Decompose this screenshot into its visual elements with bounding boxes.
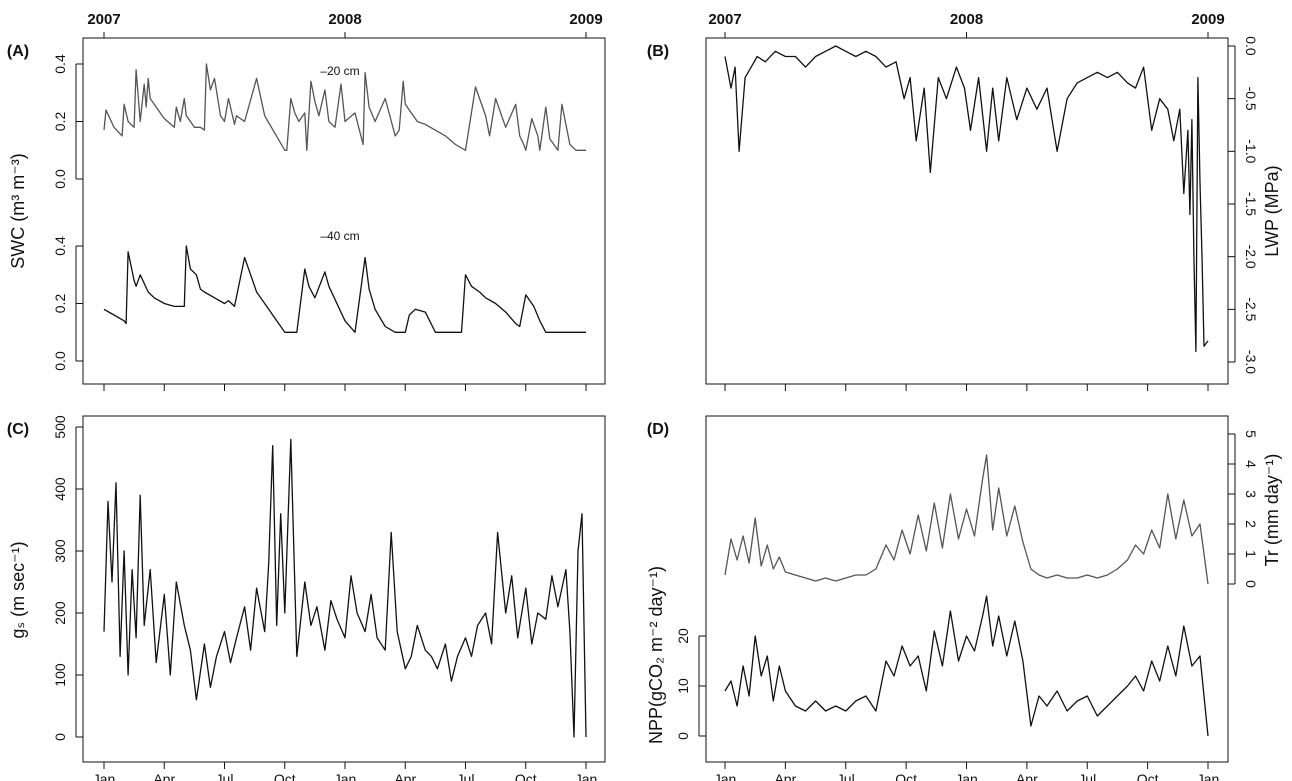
y-tick-label: -2.5 — [1243, 297, 1259, 321]
y-tick-label: -3.0 — [1243, 350, 1259, 374]
npp-line — [724, 595, 1209, 737]
plot-frame — [705, 37, 1229, 385]
y-tick-label: 10 — [675, 678, 691, 694]
x-tick-label: Jan — [1197, 771, 1220, 781]
x-tick-label: Jul — [1078, 771, 1096, 781]
year-label: 2007 — [87, 11, 120, 28]
y-tick-label: 0.0 — [1243, 36, 1259, 56]
x-tick-label: Apr — [153, 771, 175, 781]
y-tick-label: 0.4 — [52, 236, 68, 256]
panel-a: 2007 2008 2009 0.0 0.2 0.4 –20 cm 0.0 0.2 0.4 –40 … — [7, 11, 606, 391]
panel-label: (C) — [7, 421, 29, 438]
npp-axis-label: NPP(gCO₂ m⁻² day⁻¹) — [646, 566, 666, 744]
panel-d: Jan Apr Jul Oct Jan Apr Jul Oct Jan 0 1 2 3 4 5 0 10 20 (D… — [646, 415, 1282, 781]
y-axis-label: SWC (m³ m⁻³) — [8, 153, 28, 268]
y-tick-label: 0 — [52, 733, 68, 741]
y-tick-label: 0.0 — [52, 169, 68, 189]
y-tick-label: 0 — [675, 732, 691, 740]
x-tick-label: Jan — [334, 771, 357, 781]
y-tick-label: 4 — [1243, 460, 1259, 468]
panel-b: 2007 2008 2009 0.0 -0.5 -1.0 -1.5 -2.0 -2.5 -3.0 (… — [647, 11, 1282, 391]
annotation-20cm: –20 cm — [320, 64, 359, 78]
x-tick-label: Jan — [714, 771, 737, 781]
y-tick-label: 1 — [1243, 550, 1259, 558]
x-tick-label: Oct — [515, 771, 537, 781]
x-tick-label: Apr — [394, 771, 416, 781]
panel-label: (B) — [647, 43, 669, 60]
y-tick-label: 20 — [675, 628, 691, 644]
x-tick-label: Apr — [1016, 771, 1038, 781]
y-tick-label: 0.2 — [52, 294, 68, 314]
gs-line — [103, 438, 587, 738]
y-tick-label: 0.0 — [52, 351, 68, 371]
y-tick-label: 0.4 — [52, 54, 68, 74]
x-tick-label: Jan — [955, 771, 978, 781]
year-label: 2008 — [328, 11, 361, 28]
x-tick-label: Oct — [274, 771, 296, 781]
swc-20cm-line — [103, 63, 586, 151]
y-tick-label: 2 — [1243, 520, 1259, 528]
year-label: 2008 — [950, 11, 983, 28]
y-tick-label: 0.2 — [52, 112, 68, 132]
y-tick-label: -1.0 — [1243, 139, 1259, 163]
y-tick-label: 5 — [1243, 430, 1259, 438]
tr-axis-label: Tr (mm day⁻¹) — [1262, 454, 1282, 567]
x-tick-label: Jul — [457, 771, 475, 781]
lwp-line — [724, 45, 1209, 353]
y-axis-label: gₛ (m sec⁻¹) — [8, 541, 28, 638]
year-label: 2009 — [569, 11, 602, 28]
year-label: 2009 — [1191, 11, 1224, 28]
annotation-40cm: –40 cm — [320, 229, 359, 243]
y-tick-label: 500 — [52, 415, 68, 439]
y-axis-label: LWP (MPa) — [1262, 165, 1282, 256]
plot-frame — [82, 415, 606, 763]
x-tick-label: Jan — [93, 771, 116, 781]
y-tick-label: 400 — [52, 477, 68, 501]
x-tick-label: Apr — [774, 771, 796, 781]
x-tick-label: Oct — [1137, 771, 1159, 781]
y-tick-label: 0 — [1243, 580, 1259, 588]
y-tick-label: 3 — [1243, 490, 1259, 498]
swc-40cm-line — [103, 245, 586, 333]
panel-label: (A) — [7, 43, 29, 60]
x-tick-label: Jul — [216, 771, 234, 781]
y-tick-label: -1.5 — [1243, 192, 1259, 216]
plot-frame — [82, 37, 606, 385]
plot-frame — [705, 415, 1229, 763]
panel-c: Jan Apr Jul Oct Jan Apr Jul Oct Jan 0 100 200 300 400… — [7, 415, 606, 781]
x-tick-label: Jan — [575, 771, 598, 781]
y-tick-label: 200 — [52, 601, 68, 625]
x-tick-label: Oct — [895, 771, 917, 781]
panel-label: (D) — [647, 421, 669, 438]
y-tick-label: 100 — [52, 663, 68, 687]
y-tick-label: 300 — [52, 539, 68, 563]
y-tick-label: -2.0 — [1243, 245, 1259, 269]
tr-line — [724, 454, 1209, 585]
x-tick-label: Jul — [837, 771, 855, 781]
year-label: 2007 — [708, 11, 741, 28]
y-tick-label: -0.5 — [1243, 87, 1259, 111]
